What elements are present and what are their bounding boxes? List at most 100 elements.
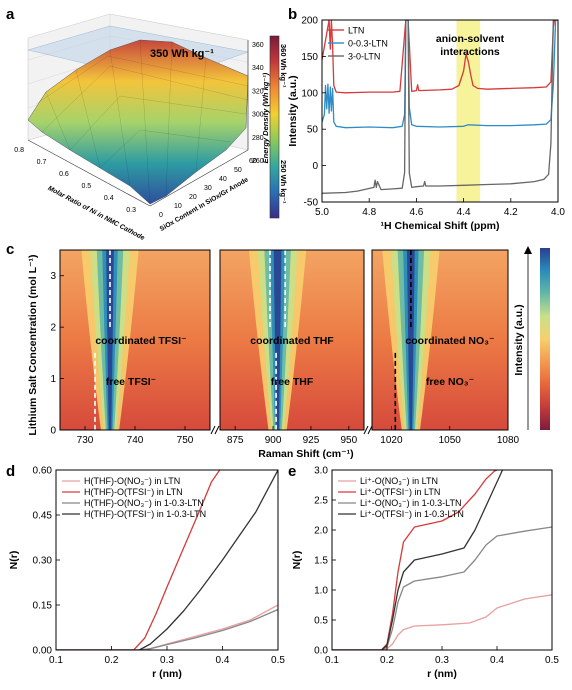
- e-series-line-3: [332, 526, 552, 650]
- b-highlight-band: [456, 20, 481, 202]
- c-heat-peak-band: [407, 250, 415, 430]
- b-x-axis-title: ¹H Chemical Shift (ppm): [380, 220, 499, 232]
- b-y-ticks: -50 0 50 100 150 200: [301, 16, 326, 209]
- c-y-axis-title: Lithium Salt Concentration (mol L⁻¹): [27, 254, 39, 435]
- d-y-tick-label: 0.30: [33, 556, 53, 567]
- c-axis-break: [367, 425, 373, 435]
- c-colorbar: [540, 248, 550, 430]
- b-series-line-2: [322, 20, 558, 129]
- e-series-line-4: [332, 470, 504, 650]
- a-x-tick-label: 0.8: [14, 147, 24, 154]
- a-z-tick-label: 320: [252, 88, 264, 95]
- c-axis-break: [210, 425, 216, 435]
- a-y-tick-label: 50: [234, 167, 242, 174]
- b-y-axis-title: Intensity (a.u.): [287, 75, 299, 146]
- e-y-tick-label: 1.5: [314, 556, 328, 567]
- e-x-axis-title: r (nm): [427, 668, 457, 680]
- e-y-axis-title: N(r): [291, 551, 303, 570]
- a-y-tick-label: 60: [249, 158, 257, 165]
- b-legend-label: 0-0.3-LTN: [348, 39, 388, 49]
- b-x-tick-label: 5.0: [315, 207, 329, 218]
- e-x-tick-label: 0.2: [380, 655, 394, 666]
- d-x-tick-label: 0.3: [160, 655, 174, 666]
- c-y-ticks: 0 1 2 3: [50, 271, 64, 437]
- panel-label-e: e: [288, 463, 296, 480]
- d-x-tick-label: 0.5: [271, 655, 285, 666]
- b-x-tick-label: 4.4: [457, 207, 471, 218]
- d-series: [56, 470, 278, 650]
- b-y-tick-label: 200: [301, 16, 318, 27]
- e-y-tick-label: 2.5: [314, 496, 328, 507]
- c-y-tick-label: 0: [50, 426, 56, 437]
- a-z-axis-title: Energy Density (Wh kg⁻¹): [261, 72, 270, 163]
- e-x-tick-label: 0.5: [545, 655, 559, 666]
- c-x-tick-label: 740: [127, 435, 144, 446]
- e-x-tick-label: 0.3: [435, 655, 449, 666]
- b-y-tick-label: 100: [301, 88, 318, 99]
- e-legend-label: Li⁺-O(TFSI⁻) in 1-0.3-LTN: [360, 509, 464, 519]
- b-x-ticks: 5.0 4.8 4.6 4.4 4.2 4.0: [315, 198, 565, 218]
- c-subpanel-frame: [371, 249, 509, 431]
- b-annotation-line1: anion-solvent: [436, 33, 505, 45]
- c-heat-peak-band: [106, 250, 114, 430]
- b-legend-label: LTN: [348, 26, 364, 36]
- a-y-tick-label: 20: [189, 194, 197, 201]
- e-y-ticks: 0.0 0.5 1.0 1.5 2.0 2.5 3.0: [314, 466, 336, 657]
- panel-label-a: a: [6, 6, 15, 23]
- c-colorbar-title: Intensity (a.u.): [513, 304, 525, 375]
- d-legend-label: H(THF)-O(NO₃⁻) in 1-0.3-LTN: [84, 498, 204, 508]
- b-x-tick-label: 4.6: [409, 207, 423, 218]
- c-axis-break: [363, 425, 369, 435]
- d-x-tick-label: 0.4: [216, 655, 230, 666]
- c-subpanel-2: [220, 250, 364, 430]
- b-x-tick-label: 4.2: [504, 207, 518, 218]
- c-x-tick-label: 875: [227, 435, 244, 446]
- e-y-tick-label: 0.5: [314, 616, 328, 627]
- b-legend-label: 3-0-LTN: [348, 52, 380, 62]
- panel-e-coordination-plot: 0.1 0.2 0.3 0.4 0.5 0.0 0.5 1.0 1.5 2.0 2.5 3.0 r …: [291, 466, 559, 681]
- d-x-ticks: 0.1 0.2 0.3 0.4 0.5: [49, 646, 285, 666]
- d-x-tick-label: 0.2: [105, 655, 119, 666]
- d-y-tick-label: 0.00: [33, 646, 53, 657]
- a-z-tick-label: 280: [252, 135, 264, 142]
- b-annotation-line2: interactions: [440, 46, 500, 58]
- panel-a-surface-plot: 0.8 0.7 0.6 0.5 0.4 0.3 0 10 20 30 40 50 60 260 280 3…: [14, 13, 288, 242]
- e-plot-frame: [331, 469, 553, 651]
- c-colorbar-arrow-head: [524, 246, 532, 254]
- c-subpanel-3: [372, 250, 508, 430]
- b-y-tick-label: 50: [307, 125, 319, 136]
- c-free-label: free NO₃⁻: [426, 376, 474, 388]
- e-x-tick-label: 0.1: [325, 655, 339, 666]
- e-x-ticks: 0.1 0.2 0.3 0.4 0.5: [325, 646, 559, 666]
- d-y-ticks: 0.00 0.15 0.30 0.45 0.60: [33, 466, 60, 657]
- c-x-tick-label: 750: [177, 435, 194, 446]
- a-x-tick-label: 0.7: [37, 159, 47, 166]
- d-legend: H(THF)-O(NO₃⁻) in LTN H(THF)-O(TFSI⁻) in …: [62, 476, 206, 519]
- d-y-tick-label: 0.60: [33, 466, 53, 477]
- a-x-ticks: 0.8 0.7 0.6 0.5 0.4 0.3: [14, 147, 136, 214]
- c-coordinated-label: coordinated TFSI⁻: [95, 335, 186, 347]
- c-x-tick-label: 900: [265, 435, 282, 446]
- d-x-axis-title: r (nm): [152, 668, 182, 680]
- b-series-line-3: [322, 20, 558, 194]
- panel-label-d: d: [6, 463, 15, 480]
- e-legend-label: Li⁺-O(NO₃⁻) in 1-0.3-LTN: [360, 498, 462, 508]
- e-y-tick-label: 2.0: [314, 526, 328, 537]
- d-legend-label: H(THF)-O(TFSI⁻) in 1-0.3-LTN: [84, 509, 206, 519]
- b-y-tick-label: 0: [312, 161, 318, 172]
- y-axis-line-a: [149, 149, 249, 207]
- b-y-tick-label: 150: [301, 52, 318, 63]
- a-z-tick-label: 360: [252, 42, 264, 49]
- panel-d-coordination-plot: 0.1 0.2 0.3 0.4 0.5 0.00 0.15 0.30 0.45 0.60 r (…: [8, 466, 285, 681]
- a-z-tick-label: 260: [252, 158, 264, 165]
- a-x-tick-label: 0.4: [104, 195, 114, 202]
- e-x-tick-label: 0.4: [490, 655, 504, 666]
- e-legend-label: Li⁺-O(TFSI⁻) in LTN: [360, 487, 440, 497]
- c-subpanel-frame: [219, 249, 365, 431]
- b-plot-frame: [321, 19, 559, 203]
- e-y-tick-label: 1.0: [314, 586, 328, 597]
- c-x-tick-label: 925: [303, 435, 320, 446]
- d-legend-label: H(THF)-O(NO₃⁻) in LTN: [84, 476, 180, 486]
